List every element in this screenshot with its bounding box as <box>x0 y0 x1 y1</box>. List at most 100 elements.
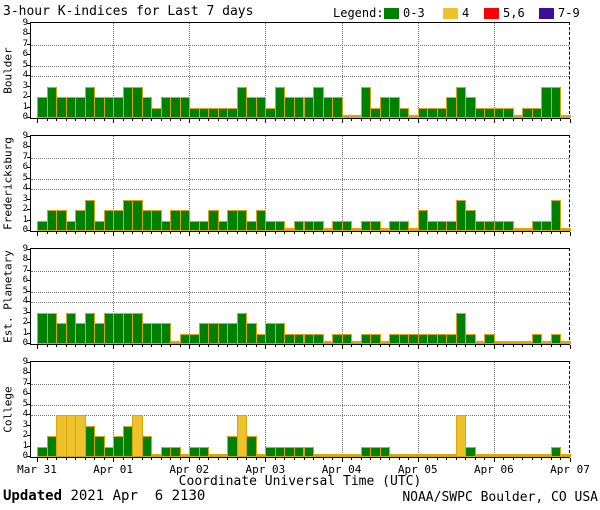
y-tick-mark <box>27 177 30 179</box>
axis-tick-3h <box>179 119 181 121</box>
y-tick-mark <box>27 290 30 292</box>
gridline-day <box>265 362 267 457</box>
axis-tick-3h <box>246 232 248 234</box>
x-tick-label: Apr 07 <box>550 463 590 476</box>
k-index-bar <box>560 228 571 231</box>
axis-tick-3h <box>274 345 276 347</box>
gridline-day <box>189 136 191 231</box>
y-tick-mark <box>27 311 30 313</box>
axis-tick-3h <box>255 345 257 347</box>
y-tick-mark <box>27 198 30 200</box>
axis-tick-3h <box>179 458 181 460</box>
x-tick-label: Mar 31 <box>17 463 57 476</box>
axis-tick-3h <box>446 119 448 121</box>
axis-tick-3h <box>132 119 134 121</box>
k-index-bar <box>503 221 514 231</box>
gridline-day <box>493 362 495 457</box>
axis-tick-3h <box>170 345 172 347</box>
y-tick-label: 5 <box>22 59 28 70</box>
k-index-bar <box>141 97 153 118</box>
y-tick-label: 9 <box>22 356 28 367</box>
axis-tick-3h <box>446 345 448 347</box>
axis-tick-3h <box>341 232 343 236</box>
y-tick-label: 9 <box>22 243 28 254</box>
axis-tick-3h <box>351 345 353 347</box>
k-index-bar <box>84 200 96 231</box>
axis-tick-3h <box>56 232 58 234</box>
y-tick-label: 0 <box>22 225 28 235</box>
k-index-bar <box>465 334 476 344</box>
axis-tick-3h <box>531 345 533 347</box>
axis-tick-3h <box>313 119 315 121</box>
axis-tick-3h <box>255 232 257 234</box>
axis-tick-3h <box>465 119 467 121</box>
y-tick-mark <box>27 403 30 405</box>
k-index-bar <box>246 436 257 457</box>
axis-tick-3h <box>122 345 124 347</box>
k-index-bar <box>151 210 162 231</box>
gridline-day <box>341 136 343 231</box>
k-index-bar <box>179 210 191 231</box>
k-index-bar <box>389 97 400 118</box>
axis-tick-3h <box>208 119 210 121</box>
k-index-bar <box>236 210 248 231</box>
axis-tick-3h <box>560 458 562 460</box>
gridline-y-5 <box>31 178 569 180</box>
axis-tick-3h <box>332 345 334 347</box>
y-tick-label: 6 <box>22 162 28 173</box>
axis-tick-3h <box>227 458 229 460</box>
axis-tick-3h <box>332 232 334 234</box>
axis-tick-3h <box>531 458 533 460</box>
k-index-bar <box>246 323 257 344</box>
axis-tick-3h <box>408 458 410 460</box>
axis-tick-3h <box>398 345 400 347</box>
axis-tick-3h <box>493 345 495 349</box>
axis-tick-3h <box>246 119 248 121</box>
axis-tick-3h <box>274 232 276 234</box>
axis-tick-3h <box>217 232 219 234</box>
axis-tick-3h <box>427 345 429 347</box>
axis-tick-3h <box>360 232 362 234</box>
gridline-day <box>265 249 267 344</box>
axis-tick-3h <box>541 345 543 347</box>
axis-tick-3h <box>351 232 353 234</box>
y-tick-label: 1 <box>22 440 28 451</box>
k-index-bar <box>465 97 476 118</box>
axis-tick-3h <box>417 119 419 123</box>
axis-tick-3h <box>427 232 429 234</box>
axis-tick-3h <box>217 119 219 121</box>
k-index-bar <box>170 447 181 457</box>
y-tick-mark <box>27 219 30 221</box>
axis-tick-3h <box>379 345 381 347</box>
station-label-est-planetary: Est. Planetary <box>1 249 15 343</box>
gridline-y-4 <box>31 415 569 417</box>
axis-tick-3h <box>493 458 495 462</box>
axis-tick-3h <box>313 458 315 460</box>
axis-tick-3h <box>436 232 438 234</box>
axis-tick-3h <box>56 345 58 347</box>
y-tick-label: 4 <box>22 70 28 81</box>
axis-tick-3h <box>189 119 191 123</box>
k-index-bar <box>313 221 324 231</box>
y-tick-mark <box>27 22 30 24</box>
axis-tick-3h <box>512 345 514 347</box>
axis-tick-3h <box>398 119 400 121</box>
y-tick-mark <box>27 43 30 45</box>
axis-tick-3h <box>151 232 153 234</box>
y-tick-label: 6 <box>22 388 28 399</box>
axis-tick-3h <box>303 345 305 347</box>
axis-tick-3h <box>341 119 343 123</box>
x-tick-label: Apr 06 <box>473 463 514 476</box>
gridline-y-5 <box>31 65 569 67</box>
axis-tick-3h <box>522 458 524 460</box>
axis-tick-3h <box>322 119 324 121</box>
gridline-day <box>189 249 191 344</box>
y-tick-label: 5 <box>22 285 28 296</box>
y-tick-label: 7 <box>22 151 28 162</box>
axis-tick-3h <box>389 232 391 234</box>
axis-tick-3h <box>370 119 372 121</box>
y-tick-mark <box>27 117 30 118</box>
axis-tick-3h <box>455 458 457 460</box>
axis-tick-3h <box>465 345 467 347</box>
legend-range-label: 5,6 <box>503 6 525 20</box>
